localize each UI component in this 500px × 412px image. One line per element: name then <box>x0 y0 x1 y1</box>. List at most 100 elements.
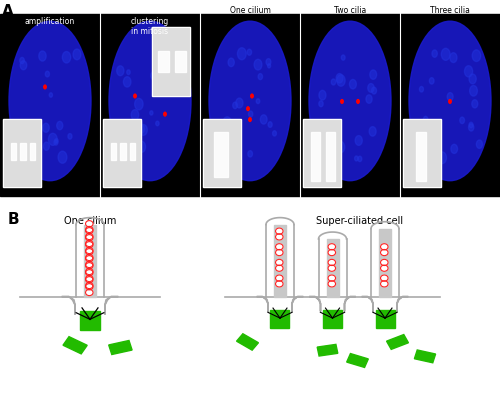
Ellipse shape <box>134 94 136 98</box>
Bar <box>236 334 258 350</box>
Circle shape <box>380 249 388 255</box>
Bar <box>158 51 169 72</box>
Ellipse shape <box>177 73 182 78</box>
Circle shape <box>86 227 93 232</box>
Text: One cilium: One cilium <box>230 6 270 15</box>
Bar <box>214 132 228 177</box>
Ellipse shape <box>476 140 482 148</box>
Ellipse shape <box>370 70 376 80</box>
Bar <box>270 310 289 328</box>
Bar <box>63 337 87 354</box>
Bar <box>416 132 426 180</box>
Ellipse shape <box>464 66 472 77</box>
Ellipse shape <box>366 95 372 103</box>
Ellipse shape <box>442 48 450 60</box>
Ellipse shape <box>44 142 50 150</box>
Ellipse shape <box>123 151 130 161</box>
Circle shape <box>328 265 336 272</box>
Ellipse shape <box>55 138 58 143</box>
Circle shape <box>276 281 283 287</box>
Bar <box>326 132 336 180</box>
Text: Centriole
amplification: Centriole amplification <box>25 6 75 26</box>
Ellipse shape <box>260 115 267 124</box>
Ellipse shape <box>469 122 473 128</box>
Ellipse shape <box>256 99 260 103</box>
Bar <box>414 350 436 363</box>
Bar <box>30 143 36 160</box>
Circle shape <box>86 255 93 261</box>
Ellipse shape <box>319 90 326 100</box>
Ellipse shape <box>9 21 91 181</box>
Bar <box>300 14 400 196</box>
Ellipse shape <box>48 133 57 145</box>
Bar <box>203 119 241 187</box>
Ellipse shape <box>39 51 46 61</box>
Ellipse shape <box>134 98 143 110</box>
Ellipse shape <box>150 111 153 115</box>
Ellipse shape <box>236 98 243 108</box>
Circle shape <box>328 275 336 281</box>
Ellipse shape <box>138 124 144 133</box>
Ellipse shape <box>58 151 67 163</box>
Text: Two cilia: Two cilia <box>334 6 366 15</box>
Text: One cilium: One cilium <box>64 216 116 226</box>
Circle shape <box>276 244 283 250</box>
Ellipse shape <box>266 59 271 66</box>
Ellipse shape <box>369 126 376 136</box>
Ellipse shape <box>460 117 464 124</box>
Ellipse shape <box>130 151 134 158</box>
Ellipse shape <box>164 112 166 116</box>
Circle shape <box>86 249 93 255</box>
Bar <box>274 225 286 297</box>
Ellipse shape <box>131 110 138 120</box>
Ellipse shape <box>430 77 434 84</box>
Circle shape <box>380 265 388 272</box>
Ellipse shape <box>140 124 147 136</box>
Text: A: A <box>2 4 14 19</box>
Bar <box>303 119 341 187</box>
Ellipse shape <box>247 49 252 55</box>
Ellipse shape <box>44 85 46 89</box>
Bar <box>130 143 136 160</box>
Circle shape <box>276 260 283 266</box>
Circle shape <box>276 228 283 234</box>
Circle shape <box>86 227 93 234</box>
Ellipse shape <box>162 73 166 78</box>
Circle shape <box>86 284 93 290</box>
Text: B: B <box>8 212 19 227</box>
Bar <box>110 143 116 160</box>
Bar <box>203 119 241 187</box>
Ellipse shape <box>268 64 270 68</box>
Ellipse shape <box>209 21 291 181</box>
Circle shape <box>328 249 336 255</box>
Ellipse shape <box>248 151 252 157</box>
Ellipse shape <box>470 85 478 96</box>
Ellipse shape <box>126 70 130 75</box>
Bar <box>303 119 341 187</box>
Ellipse shape <box>150 72 156 80</box>
Ellipse shape <box>342 55 345 60</box>
Ellipse shape <box>358 156 362 162</box>
Ellipse shape <box>354 156 358 161</box>
Bar <box>152 27 190 96</box>
Bar <box>103 119 141 187</box>
Ellipse shape <box>234 151 240 160</box>
Ellipse shape <box>49 93 52 97</box>
Ellipse shape <box>56 122 63 130</box>
Circle shape <box>276 265 283 272</box>
Ellipse shape <box>132 148 136 154</box>
Ellipse shape <box>124 77 131 87</box>
Ellipse shape <box>249 118 252 122</box>
Circle shape <box>328 244 336 250</box>
Ellipse shape <box>341 100 343 103</box>
Ellipse shape <box>46 71 50 77</box>
Ellipse shape <box>238 48 246 60</box>
Bar <box>152 27 190 96</box>
Ellipse shape <box>355 136 362 145</box>
Circle shape <box>86 269 93 274</box>
Ellipse shape <box>224 131 230 138</box>
Ellipse shape <box>109 21 191 181</box>
Circle shape <box>380 281 388 287</box>
Bar <box>403 119 441 187</box>
Bar <box>80 311 100 330</box>
